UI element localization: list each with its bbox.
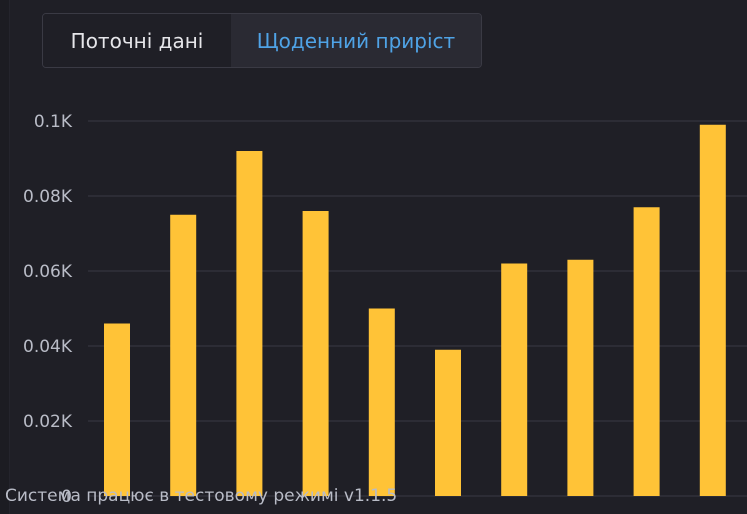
tab-current-data[interactable]: Поточні дані xyxy=(43,14,231,67)
y-tick-label: 0.02K xyxy=(23,412,73,432)
y-tick-label: 0.06K xyxy=(23,262,73,282)
chart-bar xyxy=(567,259,594,496)
chart-bar xyxy=(699,124,726,496)
chart-bar xyxy=(104,323,130,496)
tab-daily-growth[interactable]: Щоденний приріст xyxy=(231,14,481,67)
chart-bar xyxy=(633,207,660,496)
chart-bar xyxy=(170,214,197,496)
left-edge-divider xyxy=(0,0,10,514)
data-mode-tabs: Поточні дані Щоденний приріст xyxy=(42,13,482,68)
y-tick-label: 0 xyxy=(61,487,72,507)
chart-bar xyxy=(368,308,395,496)
y-tick-label: 0.08K xyxy=(23,187,73,207)
bar-series xyxy=(104,124,726,496)
chart-bar xyxy=(435,349,461,496)
y-tick-label: 0.1K xyxy=(34,112,73,132)
chart-bar xyxy=(501,263,528,496)
chart-bar xyxy=(302,211,329,496)
y-tick-label: 0.04K xyxy=(23,337,73,357)
chart-bar xyxy=(236,151,263,496)
